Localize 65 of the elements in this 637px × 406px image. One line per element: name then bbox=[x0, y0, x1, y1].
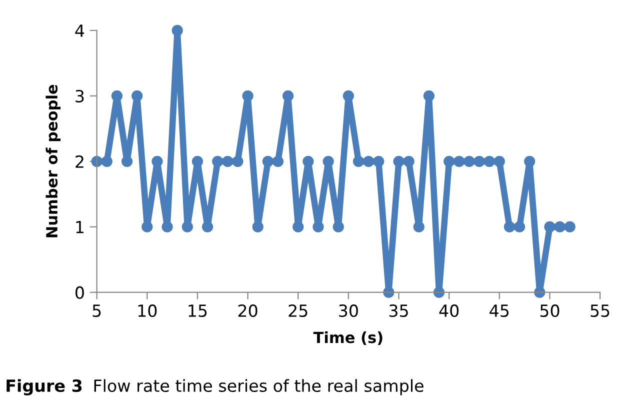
point bbox=[413, 221, 424, 232]
x-tick-label: 25 bbox=[288, 304, 308, 318]
point bbox=[282, 90, 294, 102]
point bbox=[312, 221, 324, 232]
point bbox=[242, 90, 254, 102]
x-tick-label: 20 bbox=[238, 304, 258, 318]
point bbox=[373, 156, 384, 167]
point bbox=[152, 156, 163, 167]
point bbox=[111, 90, 123, 102]
point bbox=[232, 156, 244, 167]
point bbox=[192, 156, 204, 167]
point bbox=[524, 156, 536, 167]
point bbox=[454, 156, 465, 167]
point bbox=[403, 156, 414, 167]
point bbox=[332, 221, 344, 232]
point bbox=[292, 221, 304, 232]
y-tick-label: 2 bbox=[76, 155, 84, 168]
point bbox=[302, 156, 314, 167]
x-tick-label: 40 bbox=[439, 304, 459, 318]
point bbox=[262, 156, 274, 167]
point bbox=[212, 156, 224, 167]
point bbox=[484, 156, 495, 167]
point bbox=[172, 24, 183, 36]
y-axis-title: Number of people bbox=[46, 84, 61, 238]
point bbox=[272, 156, 284, 167]
point bbox=[322, 156, 334, 167]
y-tick-label: 3 bbox=[76, 90, 84, 102]
point bbox=[544, 221, 556, 232]
point bbox=[514, 221, 526, 232]
point bbox=[182, 221, 193, 232]
point bbox=[393, 156, 404, 167]
point bbox=[504, 221, 516, 232]
y-tick-label: 4 bbox=[75, 24, 84, 37]
point bbox=[202, 221, 214, 232]
point bbox=[121, 156, 133, 167]
point bbox=[363, 156, 374, 167]
x-tick-label: 30 bbox=[339, 304, 358, 318]
y-tick-label: 0 bbox=[76, 286, 84, 299]
point bbox=[162, 221, 173, 232]
x-tick-label: 15 bbox=[188, 304, 207, 318]
point bbox=[444, 156, 455, 167]
point bbox=[222, 156, 234, 167]
point bbox=[101, 156, 112, 167]
text: Flow rate time series of the real sample bbox=[94, 379, 424, 396]
y-tick-label: 1 bbox=[76, 221, 84, 234]
point bbox=[554, 221, 566, 232]
x-tick-label: 55 bbox=[590, 304, 610, 318]
point bbox=[534, 286, 546, 298]
point bbox=[352, 156, 364, 167]
point bbox=[252, 221, 264, 232]
point bbox=[423, 90, 435, 102]
x-tick-label: 35 bbox=[389, 304, 408, 318]
x-tick-label: 50 bbox=[540, 304, 560, 318]
x-tick-label: 5 bbox=[92, 304, 101, 318]
point bbox=[342, 90, 354, 102]
x-tick-label: 45 bbox=[490, 304, 509, 318]
point bbox=[132, 90, 143, 102]
point bbox=[464, 156, 475, 167]
x-axis-title: Time (s) bbox=[313, 331, 382, 345]
point bbox=[494, 156, 505, 167]
point bbox=[142, 221, 153, 232]
x-tick-label: 10 bbox=[138, 304, 157, 318]
point bbox=[564, 221, 576, 232]
point bbox=[474, 156, 485, 167]
caption: Figure 3 bbox=[6, 379, 82, 396]
